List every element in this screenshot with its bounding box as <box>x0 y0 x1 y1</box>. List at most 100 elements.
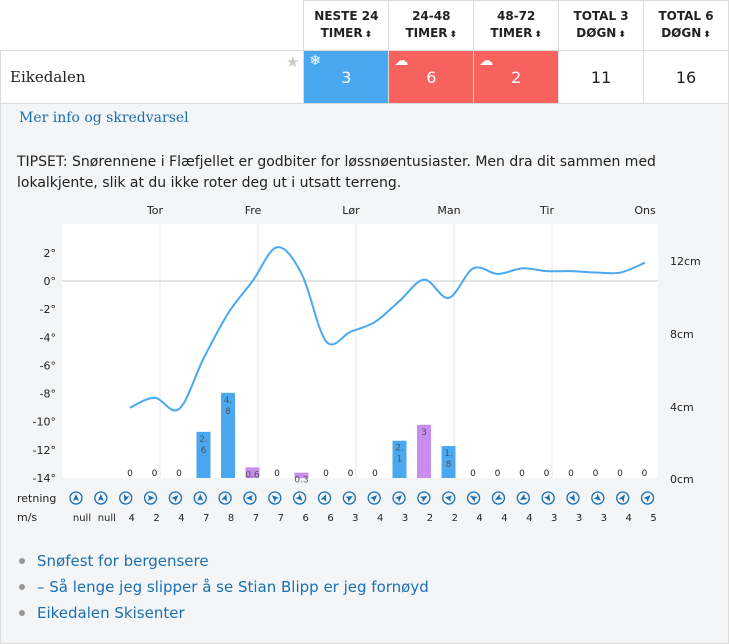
link-text[interactable]: Snøfest for bergensere <box>37 552 209 570</box>
header-total3-line1: TOTAL 3 <box>573 8 629 23</box>
wind-direction-icon <box>616 491 630 505</box>
next24-cell: ❄ 3 <box>303 50 390 104</box>
temp-tick-label: -6° <box>40 359 56 372</box>
snow-tick-label: 0cm <box>670 473 694 486</box>
wind-arrow-icon <box>369 495 378 503</box>
wind-speed-value: 3 <box>402 513 408 524</box>
day-label: Tir <box>539 204 554 217</box>
wind-speed-value: 6 <box>327 513 333 524</box>
list-item[interactable]: Snøfest for bergensere <box>16 548 429 574</box>
snow-bar-label: 3 <box>421 428 427 438</box>
snow-bar <box>417 424 431 478</box>
snow-bar <box>441 446 456 478</box>
temp-tick-label: -14° <box>33 472 56 485</box>
day-label: Ons <box>634 204 656 217</box>
wind-speed-value: null <box>98 513 116 524</box>
snow-tick-label: 8cm <box>670 328 694 341</box>
snow-bar-label: 0 <box>593 469 599 479</box>
list-item[interactable]: – Så lenge jeg slipper å se Stian Blipp … <box>16 574 429 600</box>
header-24-48-line2: TIMER <box>405 25 448 40</box>
header-24-48[interactable]: 24-48 TIMER ⬍ <box>388 0 475 51</box>
location-name[interactable]: Eikedalen <box>10 68 86 86</box>
wind-direction-icon <box>491 491 506 505</box>
list-item[interactable]: Eikedalen Skisenter <box>16 600 429 626</box>
snow-bar-label: 1 <box>397 455 403 465</box>
favorite-star-icon[interactable]: ★ <box>285 53 300 71</box>
wind-arrow-icon <box>394 495 402 503</box>
wind-speed-value: 7 <box>278 513 284 524</box>
location-cell[interactable]: Eikedalen ★ <box>0 50 305 104</box>
wind-speed-value: 4 <box>626 513 632 524</box>
snow-bar-label: 0 <box>495 469 501 479</box>
temp-tick-label: -10° <box>33 416 56 429</box>
wind-speed-value: 4 <box>501 513 507 524</box>
plot-area <box>62 224 658 478</box>
wind-speed-value: 3 <box>601 513 607 524</box>
snow-bar-label: 0 <box>544 469 550 479</box>
header-total6-line2: DØGN <box>661 25 702 40</box>
d48-72-value: 2 <box>511 67 522 87</box>
wind-arrow-icon <box>345 496 353 503</box>
wind-arrow-icon <box>444 495 453 502</box>
wind-arrow-icon <box>123 494 130 502</box>
wind-arrow-icon <box>271 495 280 503</box>
snow-tick-label: 4cm <box>670 401 694 414</box>
snow-bar-label: 0 <box>348 469 354 479</box>
wind-arrow-icon <box>643 495 651 503</box>
bullet-icon <box>19 584 25 590</box>
wind-speed-value: 7 <box>203 513 209 524</box>
d48-72-cell: ☁ 2 <box>473 50 560 104</box>
link-text[interactable]: Eikedalen Skisenter <box>37 604 185 622</box>
wind-arrow-icon <box>419 496 428 503</box>
temperature-line <box>129 246 646 412</box>
header-next24-line2: TIMER <box>320 25 363 40</box>
snowflake-icon: ❄ <box>309 53 322 69</box>
total6-value: 16 <box>675 67 697 87</box>
total3-cell: 11 <box>558 50 645 104</box>
d24-48-value: 6 <box>426 67 437 87</box>
wind-arrow-icon <box>295 493 303 501</box>
wind-direction-icon <box>417 491 431 505</box>
wind-direction-icon <box>466 491 481 505</box>
wind-speed-value: 3 <box>576 513 582 524</box>
total6-cell: 16 <box>643 50 729 104</box>
temp-tick-label: -8° <box>40 388 56 401</box>
wind-arrow-icon <box>320 494 327 502</box>
header-48-72[interactable]: 48-72 TIMER ⬍ <box>473 0 560 51</box>
sort-icon: ⬍ <box>364 29 373 40</box>
wind-arrow-icon <box>544 493 551 502</box>
wind-direction-icon <box>566 491 580 505</box>
snow-bar-label: 0 <box>568 469 574 479</box>
link-text[interactable]: – Så lenge jeg slipper å se Stian Blipp … <box>37 578 429 596</box>
temp-tick-label: -2° <box>40 303 56 316</box>
wind-arrow-icon <box>593 493 601 501</box>
sort-icon: ⬍ <box>449 29 458 40</box>
wind-arrow-icon <box>147 495 155 501</box>
snow-bar <box>392 440 407 478</box>
wind-speed-value: 3 <box>352 513 358 524</box>
snow-bar-label: 8 <box>446 460 452 470</box>
wind-speed-value: 4 <box>178 513 184 524</box>
snow-bar <box>245 467 260 478</box>
sleet-cloud-icon: ☁ <box>394 53 409 69</box>
snow-bar-label: 0 <box>470 469 476 479</box>
wind-arrow-icon <box>197 494 204 501</box>
header-next24[interactable]: NESTE 24 TIMER ⬍ <box>303 0 390 51</box>
snow-bar-label: 0.6 <box>245 470 260 480</box>
wind-direction-icon <box>193 491 207 505</box>
header-total3-line2: DØGN <box>576 25 617 40</box>
d24-48-cell: ☁ 6 <box>388 50 475 104</box>
header-total6[interactable]: TOTAL 6 DØGN ⬍ <box>643 0 729 51</box>
wind-direction-icon <box>640 491 655 505</box>
header-24-48-line1: 24-48 <box>412 8 451 23</box>
wind-speed-value: 4 <box>377 513 383 524</box>
wind-speed-value: 4 <box>526 513 532 524</box>
total3-value: 11 <box>590 67 612 87</box>
snow-bar-label: 8 <box>225 407 231 417</box>
next24-value: 3 <box>341 67 352 87</box>
more-info-link[interactable]: Mer info og skredvarsel <box>19 110 189 126</box>
wind-speed-label: m/s <box>17 511 37 524</box>
wind-direction-icon <box>143 491 158 505</box>
header-total3[interactable]: TOTAL 3 DØGN ⬍ <box>558 0 645 51</box>
related-links: Snøfest for bergensere – Så lenge jeg sl… <box>16 548 429 626</box>
